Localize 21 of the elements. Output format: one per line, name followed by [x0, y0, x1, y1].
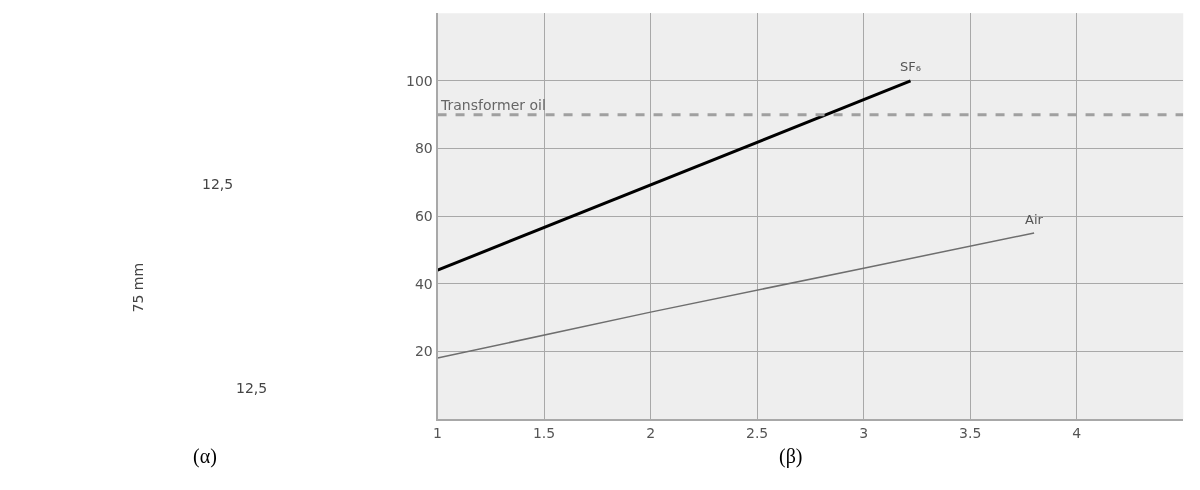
series-label: SF₆	[900, 59, 921, 74]
line-series	[437, 232, 1035, 359]
x-tick-label: 2	[646, 424, 656, 441]
y-tick-label: 60	[414, 207, 433, 224]
x-tick-label: 3	[859, 424, 869, 441]
text: 12,5	[236, 380, 268, 396]
ref-line-label: Transformer oil	[440, 97, 546, 113]
y-tick-label: 20	[414, 343, 433, 360]
y-tick-label: 100	[406, 72, 433, 89]
series-label: Air	[1025, 212, 1044, 227]
x-tick-label: 2.5	[746, 424, 769, 441]
y-tick-label: 80	[414, 140, 433, 157]
x-tick-label: 3.5	[959, 424, 982, 441]
text: (β)	[779, 445, 803, 468]
x-tick-label: 4	[1072, 424, 1082, 441]
x-tick-label: 1.5	[532, 424, 556, 441]
x-tick-label: 1	[433, 424, 443, 441]
y-tick-label: 40	[414, 275, 433, 292]
text: (α)	[193, 445, 217, 468]
text: 75 mm	[130, 262, 147, 313]
text: 12,5	[202, 176, 234, 192]
